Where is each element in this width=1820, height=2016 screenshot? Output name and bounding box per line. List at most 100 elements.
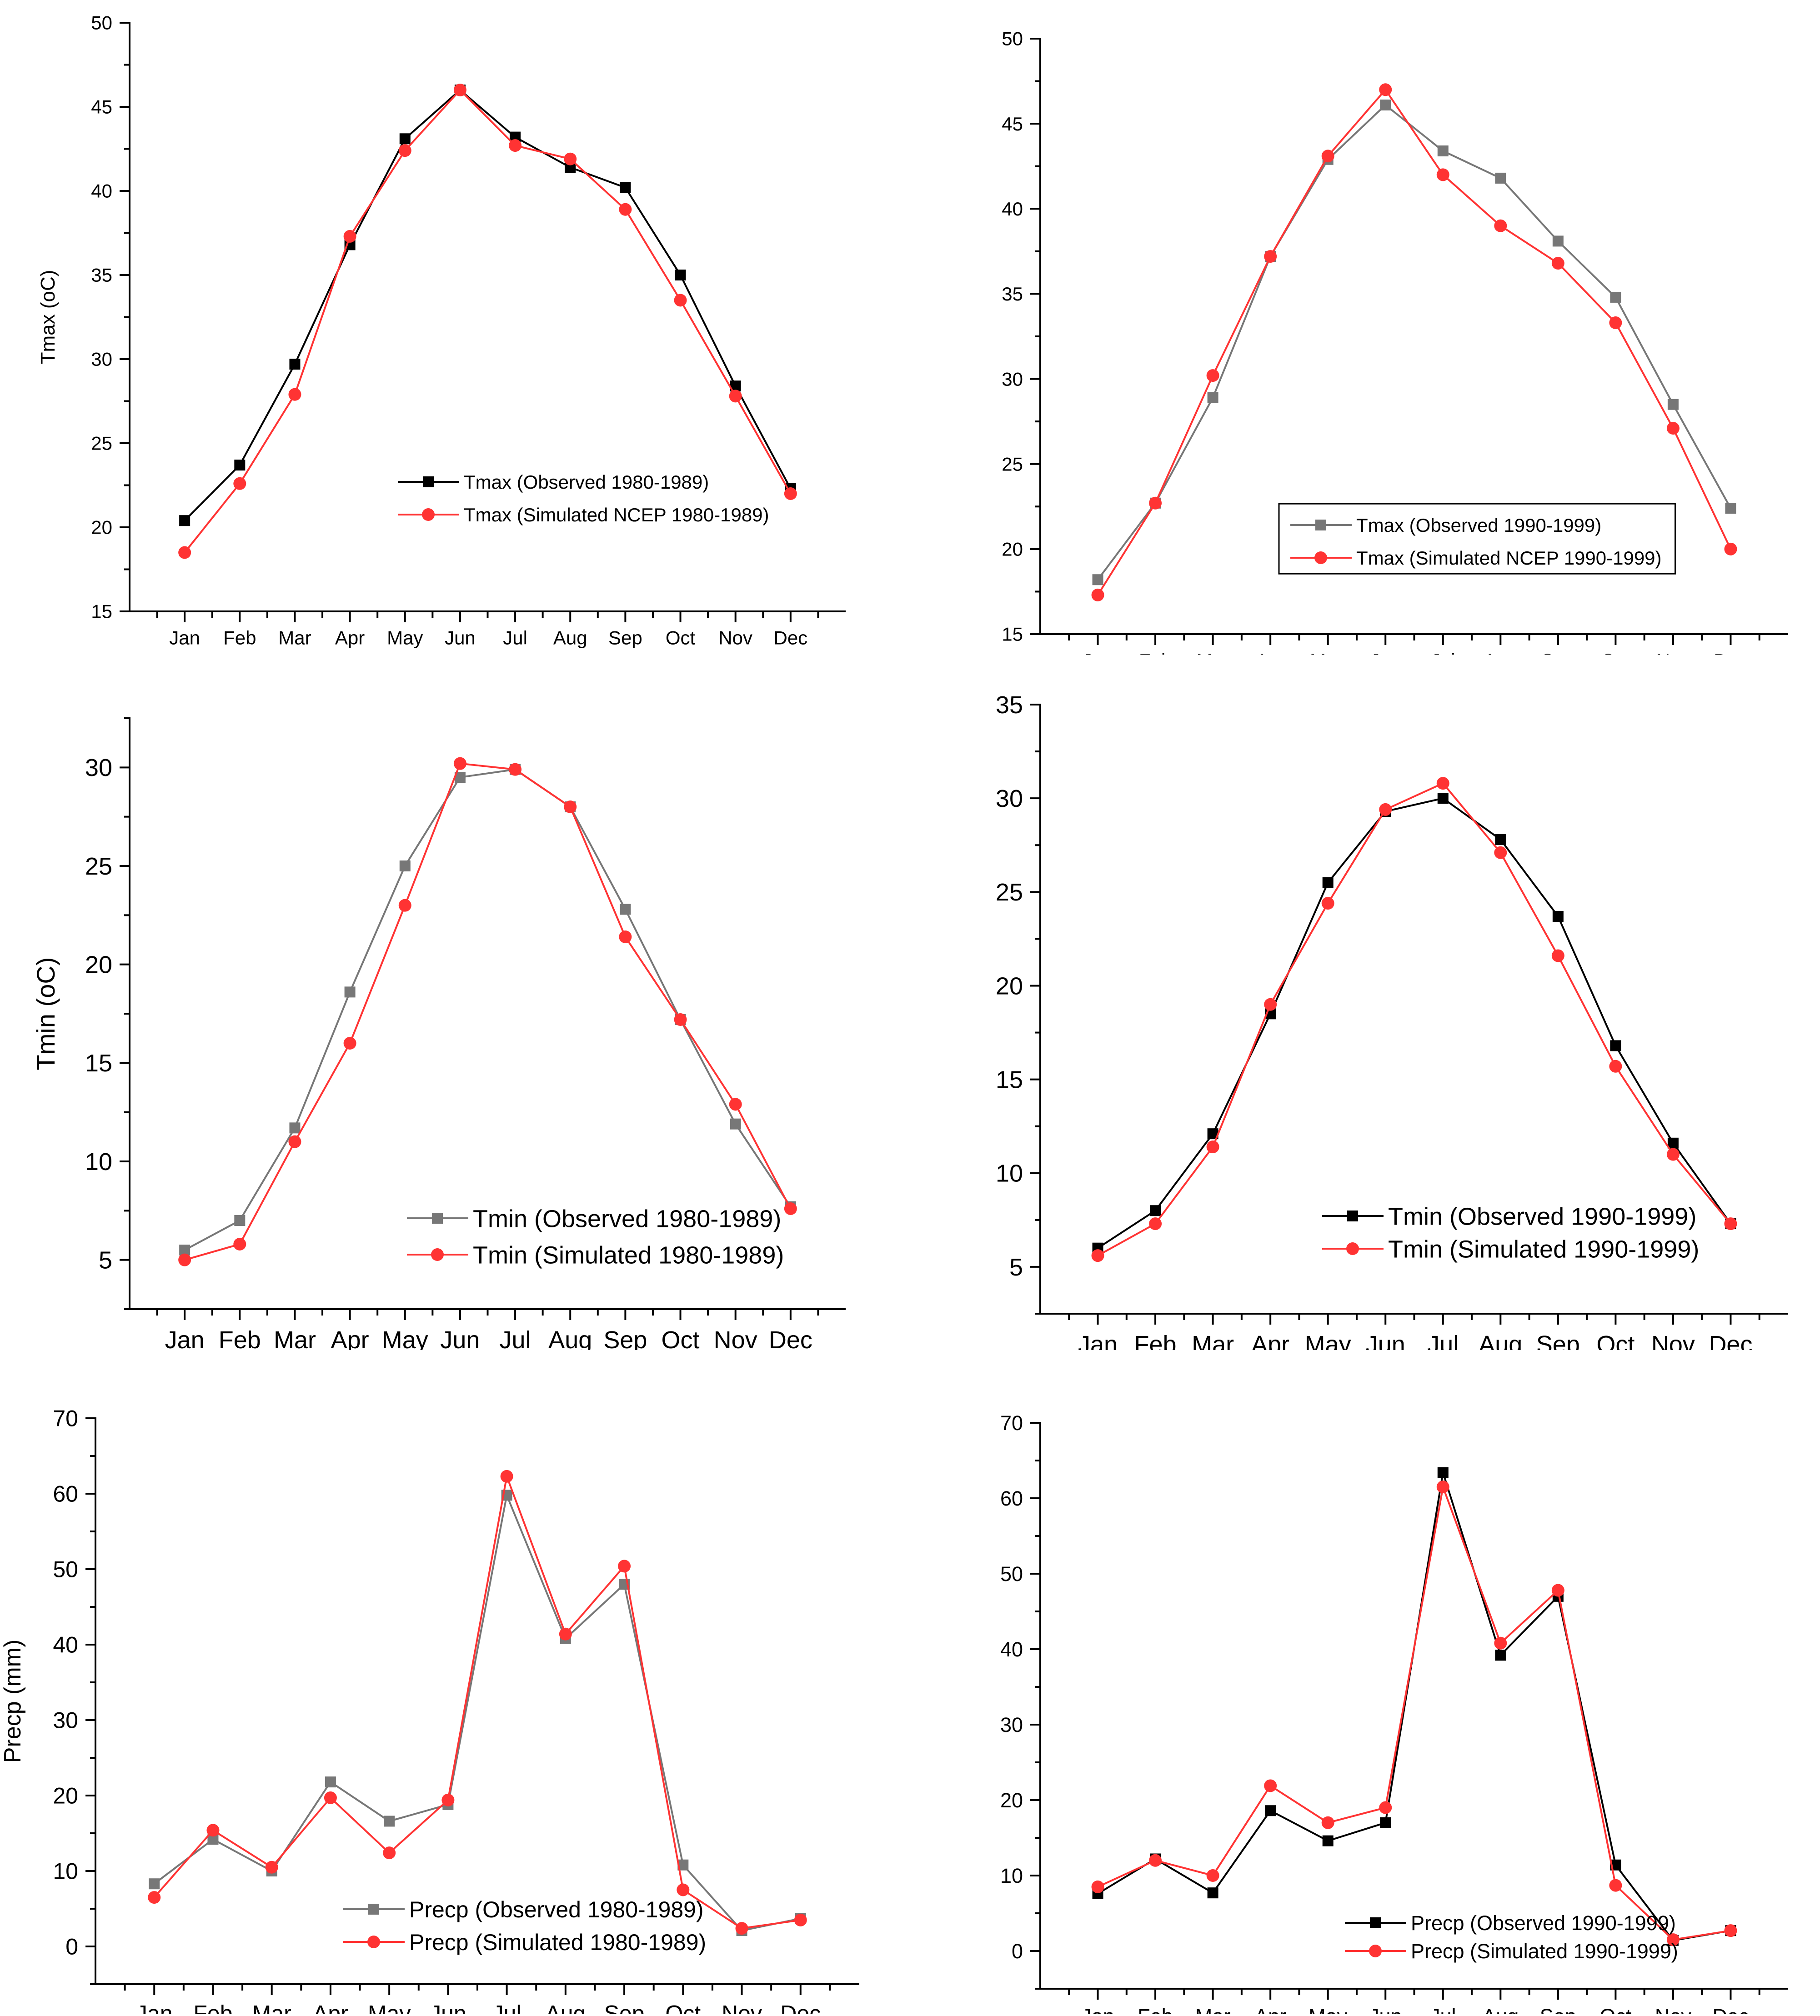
tmax-1990-y-tick-label: 35 bbox=[1002, 283, 1023, 305]
precp-1980-series-1-line bbox=[153, 1473, 801, 1930]
tmax-1980-y-axis-label: Tmax (oC) bbox=[37, 270, 59, 365]
precp-1990-y-tick-label: 50 bbox=[1000, 1562, 1023, 1586]
tmax-1980-legend: Tmax (Observed 1980-1989) Tmax (Simulated… bbox=[398, 471, 769, 525]
precp-1980-series-1-point bbox=[794, 1913, 807, 1926]
precp-1980-y-tick-label: 20 bbox=[53, 1783, 78, 1809]
tmax-1990-series-0-line bbox=[1097, 104, 1732, 580]
precp-1980-series-0-line bbox=[154, 1492, 801, 1932]
tmin-1990-series-0-point bbox=[1495, 834, 1506, 845]
tmin-1980-axes: 5 10 15 20 25 30 Jan Feb Mar Apr May Jun Jul Aug Sep Oc… bbox=[31, 717, 846, 1354]
tmax-1990-series-1-point bbox=[1321, 150, 1334, 163]
tmin-1990-y-tick-label: 5 bbox=[1009, 1254, 1023, 1281]
precp-1990-x-tick-label: Jan bbox=[1081, 2005, 1114, 2014]
chart-tmin-1980-svg: 5 10 15 20 25 30 Jan Feb Mar Apr May Jun Jul Aug Sep Oc… bbox=[31, 717, 846, 1354]
tmin-1980-series-0 bbox=[179, 764, 796, 1256]
tmin-1990-legend-label: Tmin (Observed 1990-1999) bbox=[1388, 1203, 1696, 1230]
tmax-1980-series-1-point bbox=[453, 84, 466, 96]
tmin-1990-y-tick-label: 35 bbox=[996, 691, 1023, 719]
tmin-1980-x-tick-label: Sep bbox=[603, 1326, 647, 1350]
tmin-1980-x-tick-label: Mar bbox=[274, 1326, 316, 1350]
precp-1980-series-1-point bbox=[324, 1791, 337, 1804]
tmin-1980-y-tick-label: 30 bbox=[85, 754, 112, 781]
tmin-1990-series-1-point bbox=[1609, 1060, 1622, 1073]
precp-1990-x-tick-label: Jul bbox=[1430, 2005, 1456, 2014]
precp-1980-series-1 bbox=[148, 1470, 807, 1935]
tmin-1980-x-tick-label: Nov bbox=[714, 1326, 757, 1350]
precp-1990-series-0-point bbox=[1322, 1835, 1334, 1846]
tmin-1990-series-1-point bbox=[1149, 1217, 1162, 1231]
tmax-1980-series-1-point bbox=[343, 230, 356, 243]
tmin-1990-y-tick-label: 20 bbox=[996, 972, 1023, 1000]
tmax-1990-x-tick-label: Jan bbox=[1083, 650, 1113, 655]
precp-1990-series-1-point bbox=[1436, 1481, 1449, 1494]
tmax-1990-y-tick-label: 45 bbox=[1002, 113, 1023, 135]
tmin-1980-x-tick-label: Aug bbox=[548, 1326, 592, 1350]
precp-1990-series-1-point bbox=[1321, 1816, 1334, 1829]
tmax-1990-x-tick-label: Jun bbox=[1370, 650, 1401, 655]
tmin-1990-series-0-point bbox=[1667, 1137, 1679, 1149]
tmin-1990-series-1-point bbox=[1206, 1141, 1219, 1154]
chart-precp-1980-svg: 0 10 20 30 40 50 60 70 Jan Feb Mar Apr May Jun Jul Aug S… bbox=[0, 1406, 859, 2016]
tmax-1980-x-tick-label: Nov bbox=[718, 627, 752, 648]
precp-1980-x-tick-label: May bbox=[368, 2001, 411, 2014]
precp-1990-y-tick-label: 0 bbox=[1012, 1940, 1023, 1963]
precp-1990-y-tick-label: 70 bbox=[1000, 1411, 1023, 1435]
tmax-1980-x-tick-label: Jul bbox=[503, 627, 527, 648]
tmin-1980-legend-marker bbox=[431, 1248, 444, 1261]
tmin-1990-x-tick-label: Jul bbox=[1427, 1331, 1459, 1350]
tmax-1980-series-1-point bbox=[729, 390, 742, 403]
precp-1980-legend-marker bbox=[368, 1904, 379, 1915]
tmin-1990-legend-label: Tmin (Simulated 1990-1999) bbox=[1388, 1236, 1699, 1263]
tmax-1980-series-1-point bbox=[398, 144, 411, 157]
tmax-1990-series-1-point bbox=[1666, 422, 1680, 435]
precp-1990-series-1-point bbox=[1149, 1854, 1162, 1867]
precp-1980-y-tick-label: 30 bbox=[53, 1708, 78, 1733]
tmin-1990-x-tick-label: Nov bbox=[1651, 1331, 1695, 1350]
tmax-1990-series-1-point bbox=[1379, 83, 1392, 96]
tmin-1990-x-tick-label: May bbox=[1305, 1331, 1351, 1350]
tmin-1980-series-0-point bbox=[399, 860, 411, 871]
precp-1990-series-1-line bbox=[1097, 1483, 1731, 1941]
precp-1980-series-0-point bbox=[149, 1878, 160, 1890]
precp-1980-x-tick-label: Nov bbox=[722, 2001, 762, 2014]
tmin-1990-x-tick-label: Jan bbox=[1078, 1331, 1118, 1350]
tmax-1990-x-tick-label: Oct bbox=[1601, 650, 1631, 655]
tmin-1980-y-tick-label: 20 bbox=[85, 951, 112, 979]
precp-1980-series-0-point bbox=[677, 1859, 689, 1871]
chart-tmax-1980: 15 20 25 30 35 40 45 50 Jan Feb Mar Apr May Jun Jul Aug… bbox=[0, 0, 891, 655]
tmin-1980-x-tick-label: Feb bbox=[219, 1326, 261, 1350]
tmin-1980-x-tick-label: Jun bbox=[440, 1326, 480, 1350]
chart-tmax-1990: 15 20 25 30 35 40 45 50 Jan Feb Mar Apr May Jun Jul Aug… bbox=[911, 0, 1820, 671]
tmax-1980-y-tick-label: 35 bbox=[91, 265, 112, 286]
tmax-1990-series-1-point bbox=[1724, 542, 1737, 555]
tmax-1980-series-1-point bbox=[178, 546, 191, 559]
tmax-1980-x-tick-label: Dec bbox=[773, 627, 807, 648]
tmax-1980-y-tick-label: 20 bbox=[91, 517, 112, 538]
tmax-1980-x-tick-label: Jan bbox=[169, 627, 200, 648]
tmax-1990-x-tick-label: May bbox=[1310, 650, 1346, 655]
tmin-1980-series-0-point bbox=[620, 904, 631, 915]
precp-1990-series-1-point bbox=[1379, 1801, 1392, 1814]
tmin-1990-series-1 bbox=[1091, 777, 1737, 1262]
precp-1980-series-1-point bbox=[441, 1793, 455, 1806]
precp-1980-series-1-point bbox=[500, 1470, 513, 1483]
precp-1980-series-1-point bbox=[677, 1883, 690, 1896]
tmin-1980-series-0-point bbox=[344, 986, 356, 998]
precp-1980-x-tick-label: Jun bbox=[430, 2001, 466, 2014]
tmax-1990-y-tick-label: 20 bbox=[1002, 539, 1023, 560]
precp-1980-x-tick-label: Oct bbox=[665, 2001, 701, 2014]
tmin-1980-series-0-line bbox=[184, 768, 792, 1251]
chart-precp-1990: 0 10 20 30 40 50 60 70 Jan Feb Mar Apr May Jun Jul Aug S… bbox=[911, 1373, 1820, 2016]
tmax-1990-y-tick-label: 50 bbox=[1002, 28, 1023, 50]
precp-1980-series-1-point bbox=[618, 1560, 631, 1573]
precp-1980-series-1-point bbox=[206, 1824, 220, 1837]
precp-1990-y-tick-label: 40 bbox=[1000, 1638, 1023, 1661]
precp-1980-y-tick-label: 70 bbox=[53, 1406, 78, 1431]
tmax-1990-series-0-point bbox=[1380, 99, 1391, 110]
tmax-1990-x-tick-label: Sep bbox=[1541, 650, 1575, 655]
precp-1990-series-0-point bbox=[1495, 1650, 1506, 1661]
precp-1980-x-tick-label: Mar bbox=[252, 2001, 291, 2014]
precp-1990-series-0-point bbox=[1380, 1817, 1391, 1828]
precp-1980-x-tick-label: Sep bbox=[604, 2001, 645, 2014]
tmin-1990-y-tick-label: 25 bbox=[996, 879, 1023, 906]
